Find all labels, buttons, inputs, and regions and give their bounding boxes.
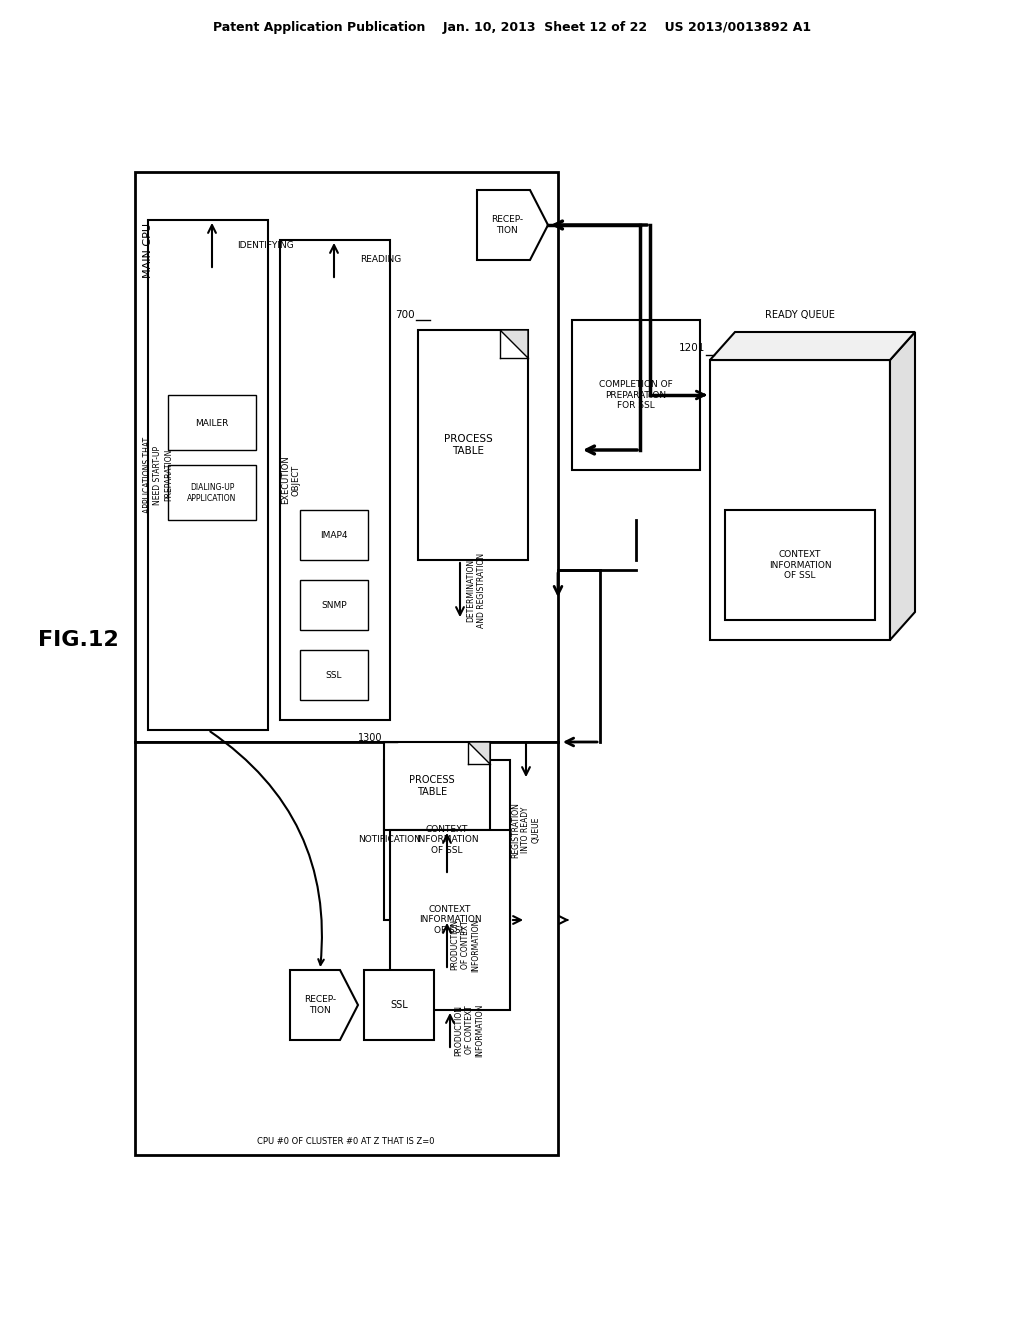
Bar: [364, 970, 434, 1040]
Polygon shape: [290, 970, 358, 1040]
Bar: [168, 395, 256, 450]
Bar: [280, 240, 390, 719]
Bar: [300, 649, 368, 700]
Polygon shape: [890, 333, 915, 640]
Text: MAIN CPU: MAIN CPU: [143, 223, 153, 277]
Text: REGISTRATION
INTO READY
QUEUE: REGISTRATION INTO READY QUEUE: [511, 803, 541, 858]
Text: IMAP4: IMAP4: [321, 531, 348, 540]
Text: READING: READING: [360, 256, 401, 264]
Text: READY QUEUE: READY QUEUE: [765, 310, 835, 319]
Bar: [135, 742, 558, 1155]
Text: SSL: SSL: [390, 1001, 408, 1010]
Text: NOTIFICATION: NOTIFICATION: [358, 836, 422, 845]
Text: DETERMINATION
AND REGISTRATION: DETERMINATION AND REGISTRATION: [466, 553, 485, 627]
Text: COMPLETION OF
PREPARATION
FOR SSL: COMPLETION OF PREPARATION FOR SSL: [599, 380, 673, 411]
Bar: [710, 360, 890, 640]
Text: 700: 700: [395, 310, 415, 319]
Text: MAILER: MAILER: [196, 418, 228, 428]
Text: SSL: SSL: [326, 671, 342, 680]
Text: DIALING-UP
APPLICATION: DIALING-UP APPLICATION: [187, 483, 237, 503]
Text: PROCESS
TABLE: PROCESS TABLE: [410, 775, 455, 797]
Bar: [384, 742, 490, 830]
Bar: [148, 220, 268, 730]
Text: Patent Application Publication    Jan. 10, 2013  Sheet 12 of 22    US 2013/00138: Patent Application Publication Jan. 10, …: [213, 21, 811, 33]
Text: CONTEXT
INFORMATION
OF SSL: CONTEXT INFORMATION OF SSL: [769, 550, 831, 579]
Text: RECEP-
TION: RECEP- TION: [490, 215, 523, 235]
Bar: [390, 830, 510, 1010]
Bar: [725, 510, 874, 620]
Bar: [300, 510, 368, 560]
Text: CONTEXT
INFORMATION
OF SSL: CONTEXT INFORMATION OF SSL: [416, 825, 478, 855]
Text: IDENTIFYING: IDENTIFYING: [237, 240, 294, 249]
Text: PROCESS
TABLE: PROCESS TABLE: [443, 434, 493, 455]
Bar: [418, 330, 528, 560]
Text: CPU #0 OF CLUSTER #0 AT Z THAT IS Z=0: CPU #0 OF CLUSTER #0 AT Z THAT IS Z=0: [257, 1138, 435, 1147]
Text: PRODUCTION
OF CONTEXT
INFORMATION: PRODUCTION OF CONTEXT INFORMATION: [454, 1003, 484, 1057]
Bar: [384, 760, 510, 920]
Text: APPLICATIONS THAT
NEED START-UP
PREPARATION: APPLICATIONS THAT NEED START-UP PREPARAT…: [143, 437, 173, 513]
Bar: [572, 319, 700, 470]
Bar: [168, 465, 256, 520]
Text: FIG.12: FIG.12: [38, 630, 119, 649]
Text: SNMP: SNMP: [322, 601, 347, 610]
Bar: [300, 579, 368, 630]
Polygon shape: [468, 742, 490, 764]
Text: 1300: 1300: [357, 733, 382, 743]
Polygon shape: [500, 330, 528, 358]
Text: CONTEXT
INFORMATION
OF SSL: CONTEXT INFORMATION OF SSL: [419, 906, 481, 935]
Text: RECEP-
TION: RECEP- TION: [304, 995, 336, 1015]
Text: PRODUCTION
OF CONTEXT
INFORMATION: PRODUCTION OF CONTEXT INFORMATION: [451, 919, 480, 972]
Polygon shape: [477, 190, 548, 260]
Polygon shape: [710, 333, 915, 360]
Text: 1201: 1201: [679, 343, 705, 352]
Text: EXECUTION
OBJECT: EXECUTION OBJECT: [282, 455, 301, 504]
Bar: [135, 172, 558, 742]
